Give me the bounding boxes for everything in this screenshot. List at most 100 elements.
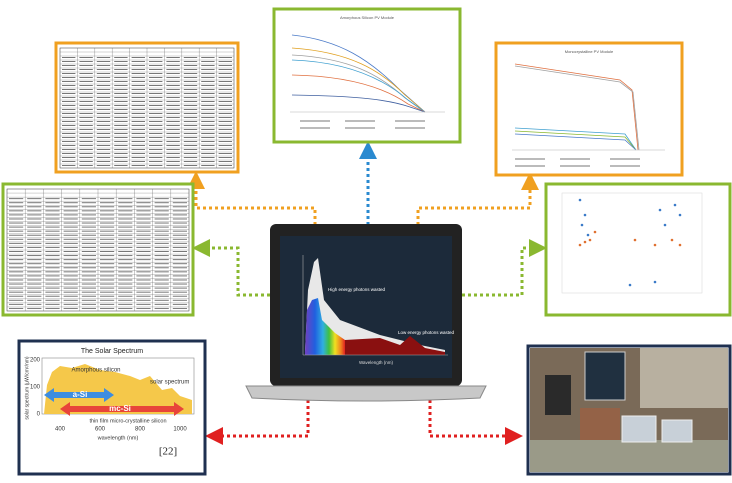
- cell-text: [166, 65, 180, 66]
- cell-text: [183, 73, 198, 74]
- cell-text: [183, 161, 198, 162]
- cell-text: [27, 226, 42, 228]
- cell-text: [172, 287, 187, 289]
- cell-text: [218, 137, 232, 138]
- cell-text: [149, 157, 163, 158]
- cell-text: [149, 153, 163, 154]
- cell-text: [118, 210, 133, 212]
- cell-text: [172, 303, 187, 305]
- cell-text: [96, 77, 111, 78]
- cell-text: [154, 291, 169, 293]
- curve: [291, 94, 426, 113]
- cell-text: [166, 69, 180, 70]
- cell-text: [118, 246, 133, 248]
- cell-text: [218, 89, 232, 90]
- cell-text: [62, 85, 76, 86]
- spectrum-title: The Solar Spectrum: [81, 348, 143, 355]
- cell-text: [81, 210, 96, 212]
- cell-text: [27, 218, 42, 220]
- cell-text: [131, 101, 145, 102]
- cell-text: [9, 283, 24, 285]
- cell-text: [96, 57, 111, 58]
- cell-text: [154, 263, 169, 265]
- cell-text: [131, 69, 145, 70]
- cell-text: [45, 287, 60, 289]
- cell-text: [96, 97, 111, 98]
- cell-text: [114, 125, 128, 126]
- cell-text: [136, 287, 151, 289]
- cell-text: [166, 153, 180, 154]
- iv-curves: [512, 63, 665, 151]
- cell-text: [27, 263, 42, 265]
- cell-text: [118, 283, 133, 285]
- cell-text: [63, 295, 78, 297]
- cell-text: [114, 69, 128, 70]
- cell-text: [149, 97, 163, 98]
- cell-text: [62, 121, 76, 122]
- cell-text: [79, 157, 93, 158]
- cell-text: [149, 113, 163, 114]
- cell-text: [27, 255, 42, 257]
- cell-text: [63, 210, 78, 212]
- cell-text: [136, 259, 151, 261]
- cell-text: [79, 57, 93, 58]
- cell-text: [96, 93, 111, 94]
- cell-text: [118, 251, 133, 252]
- cell-text: [79, 93, 93, 94]
- cell-text: [154, 303, 169, 305]
- cell-text: [183, 137, 198, 138]
- x-tick-label: 400: [55, 427, 66, 433]
- cell-text: [118, 303, 133, 305]
- cell-text: [79, 145, 93, 146]
- legend: [300, 120, 425, 129]
- cell-text: [27, 267, 42, 269]
- cell-text: [118, 238, 133, 240]
- cell-text: [131, 133, 145, 134]
- cell-text: [183, 85, 198, 86]
- cell-text: [100, 198, 115, 200]
- cell-text: [183, 105, 198, 106]
- cell-text: [166, 73, 180, 74]
- cell-text: [96, 153, 111, 154]
- cell-text: [218, 149, 232, 150]
- cell-text: [81, 238, 96, 240]
- cell-text: [96, 145, 111, 146]
- cell-text: [136, 222, 151, 224]
- cell-text: [63, 303, 78, 305]
- cell-text: [63, 198, 78, 200]
- rainbow: [305, 298, 345, 355]
- cell-text: [100, 251, 115, 252]
- spectrum-area: [44, 364, 192, 414]
- cell-text: [218, 61, 232, 62]
- cell-text: [136, 202, 151, 204]
- y-tick-label: 200: [30, 358, 41, 364]
- cell-text: [136, 263, 151, 265]
- cell-text: [79, 109, 93, 110]
- cell-text: [166, 121, 180, 122]
- cell-text: [183, 69, 198, 70]
- cell-text: [63, 283, 78, 285]
- arrow-label: mc-Si: [109, 404, 131, 413]
- cell-text: [172, 226, 187, 228]
- cell-text: [9, 230, 24, 232]
- cell-text: [218, 153, 232, 154]
- spectrum-label: thin film micro-crystalline silicon: [89, 418, 166, 424]
- cell-text: [131, 61, 145, 62]
- cell-text: [100, 271, 115, 273]
- y-tick-label: 100: [30, 385, 41, 391]
- cell-text: [62, 73, 76, 74]
- cell-text: [218, 165, 232, 166]
- cell-text: [131, 109, 145, 110]
- cell-text: [166, 141, 180, 142]
- cell-text: [172, 222, 187, 224]
- cell-text: [63, 279, 78, 281]
- cell-text: [100, 283, 115, 285]
- cell-text: [63, 291, 78, 293]
- arrow: [462, 239, 547, 297]
- cell-text: [166, 137, 180, 138]
- cell-text: [62, 125, 76, 126]
- cell-text: [62, 101, 76, 102]
- cell-text: [183, 165, 198, 166]
- cell-text: [218, 125, 232, 126]
- cell-text: [63, 307, 78, 309]
